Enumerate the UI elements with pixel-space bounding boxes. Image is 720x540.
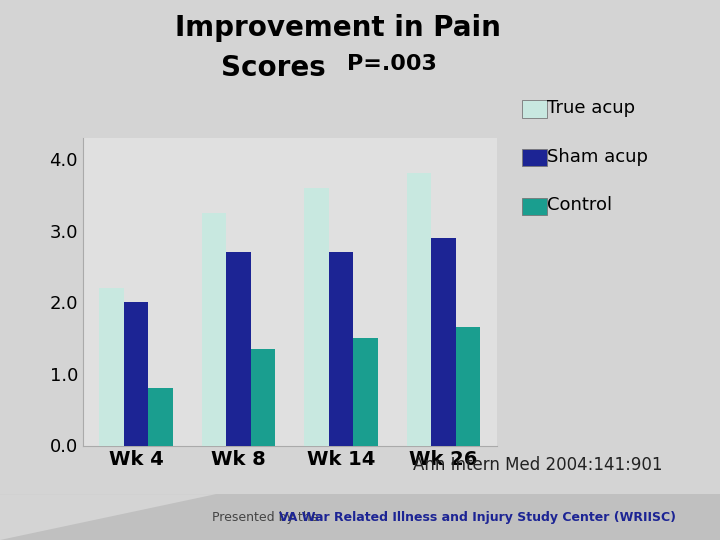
Bar: [456, 327, 480, 446]
Bar: [124, 302, 148, 446]
Text: Improvement in Pain: Improvement in Pain: [176, 14, 501, 42]
Bar: [226, 252, 251, 446]
Bar: [431, 238, 456, 446]
Bar: [304, 188, 329, 446]
Text: P=.003: P=.003: [348, 54, 437, 74]
Text: Control: Control: [547, 196, 612, 214]
Bar: [148, 388, 173, 446]
Bar: [99, 288, 124, 445]
Text: True acup: True acup: [547, 99, 635, 117]
Bar: [407, 173, 431, 446]
Bar: [354, 338, 378, 446]
Text: Presented by the: Presented by the: [212, 510, 323, 524]
Bar: [329, 252, 354, 446]
Text: Scores: Scores: [221, 54, 326, 82]
Bar: [202, 213, 226, 446]
Text: Sham acup: Sham acup: [547, 147, 648, 166]
Bar: [251, 349, 276, 446]
Text: VA War Related Illness and Injury Study Center (WRIISC): VA War Related Illness and Injury Study …: [279, 510, 675, 524]
Text: Ann Intern Med 2004:141:901: Ann Intern Med 2004:141:901: [413, 456, 662, 474]
